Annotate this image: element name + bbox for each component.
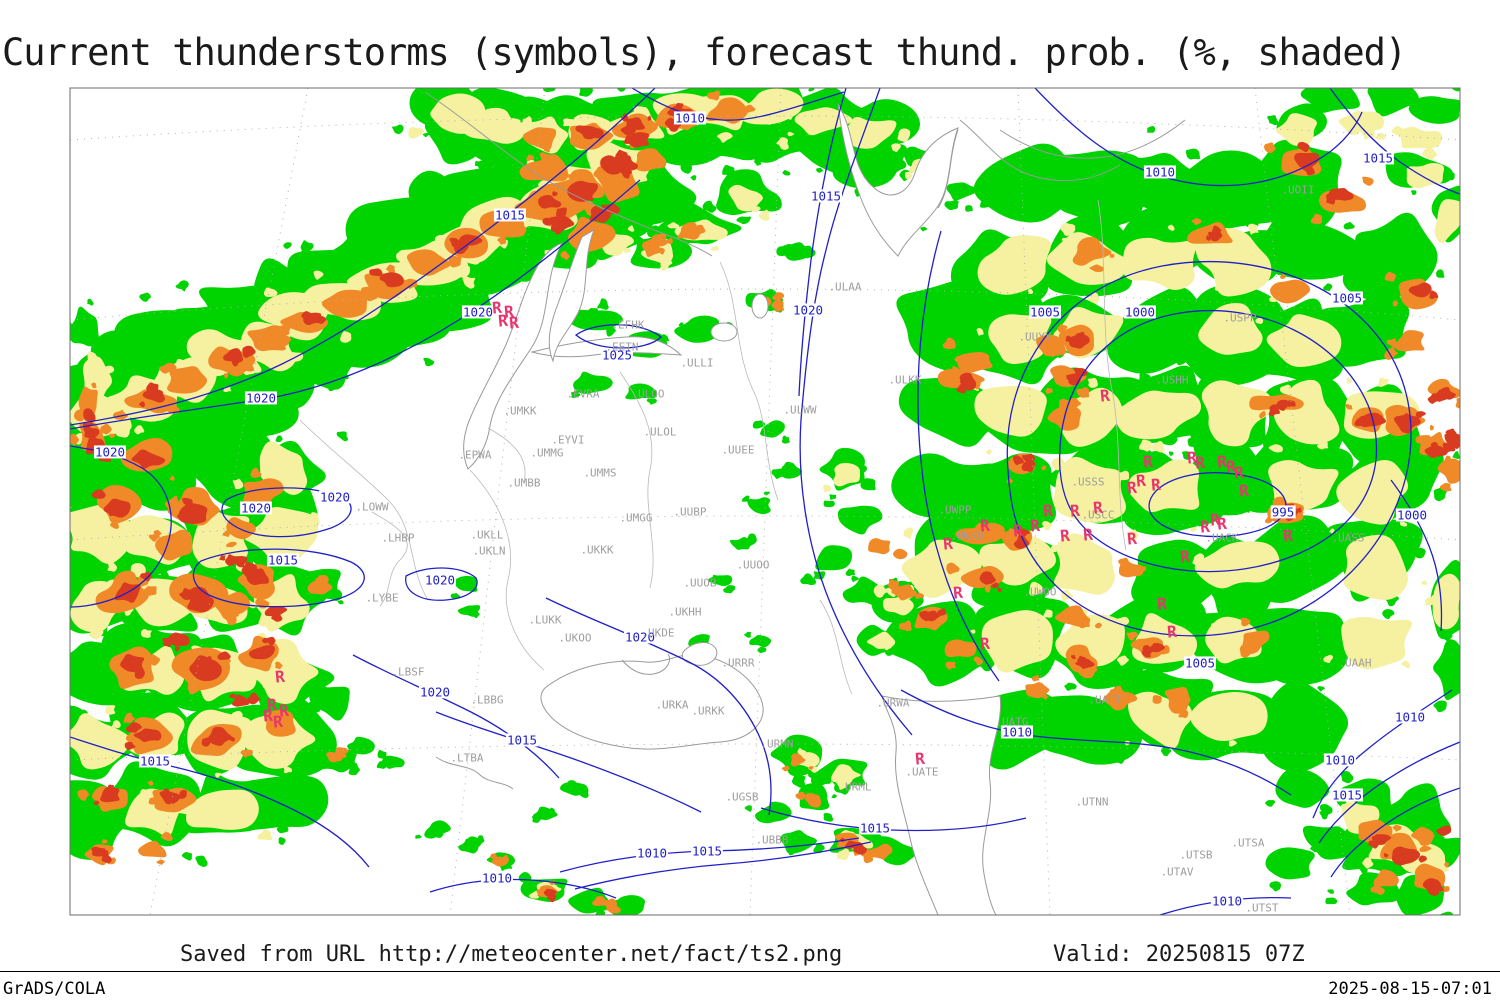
creation-timestamp: 2025-08-15-07:01 bbox=[1328, 979, 1492, 999]
page-title: Current thunderstorms (symbols), forecas… bbox=[2, 31, 1407, 74]
sea-outlines-layer bbox=[463, 103, 1002, 915]
coastline-layer bbox=[299, 91, 1186, 790]
saved-url-text: Saved from URL http://meteocenter.net/fa… bbox=[180, 942, 843, 967]
grads-credit: GrADS/COLA bbox=[3, 979, 106, 999]
footer-divider bbox=[0, 971, 1500, 972]
probability-shading-layer bbox=[70, 88, 1460, 915]
map-frame bbox=[69, 87, 1461, 916]
valid-time-text: Valid: 20250815 07Z bbox=[1053, 942, 1305, 967]
graticule-layer bbox=[70, 88, 1460, 915]
